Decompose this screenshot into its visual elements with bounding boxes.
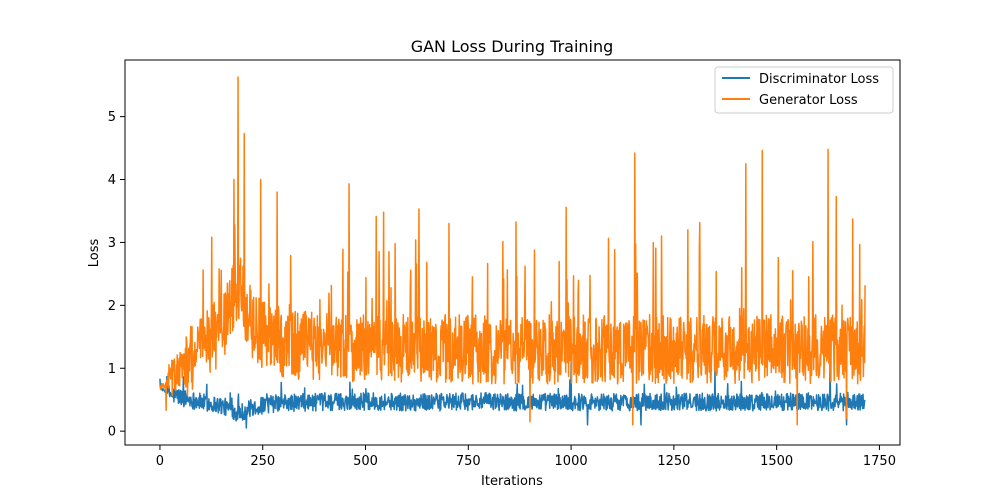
discriminator-loss-line — [159, 361, 866, 429]
generator-loss-line — [159, 76, 866, 426]
y-axis: 0 1 2 3 4 5 — [108, 110, 125, 440]
legend-label-discriminator: Discriminator Loss — [759, 72, 879, 87]
y-axis-title: Loss — [87, 239, 102, 268]
y-tick-label: 5 — [108, 110, 116, 125]
x-tick-label: 1750 — [863, 454, 896, 469]
plot-frame — [124, 59, 901, 446]
x-axis-title: Iterations — [481, 474, 543, 489]
y-tick-label: 4 — [108, 173, 116, 188]
legend: Discriminator Loss Generator Loss — [714, 66, 894, 114]
x-tick-label: 250 — [250, 454, 275, 469]
x-tick-label: 1000 — [555, 454, 588, 469]
y-tick-label: 1 — [108, 362, 116, 377]
chart-title: GAN Loss During Training — [411, 37, 614, 56]
y-tick-label: 2 — [108, 299, 116, 314]
legend-label-generator: Generator Loss — [759, 93, 858, 108]
x-tick-label: 1500 — [760, 454, 793, 469]
plot-lines — [159, 76, 866, 429]
legend-box — [714, 66, 894, 114]
x-tick-label: 1250 — [657, 454, 690, 469]
x-tick-label: 0 — [156, 454, 164, 469]
x-tick-label: 750 — [456, 454, 481, 469]
x-axis: 0 250 500 750 1000 1250 1500 1750 — [156, 445, 896, 469]
y-tick-label: 3 — [108, 236, 116, 251]
y-tick-label: 0 — [108, 425, 116, 440]
x-tick-label: 500 — [353, 454, 378, 469]
